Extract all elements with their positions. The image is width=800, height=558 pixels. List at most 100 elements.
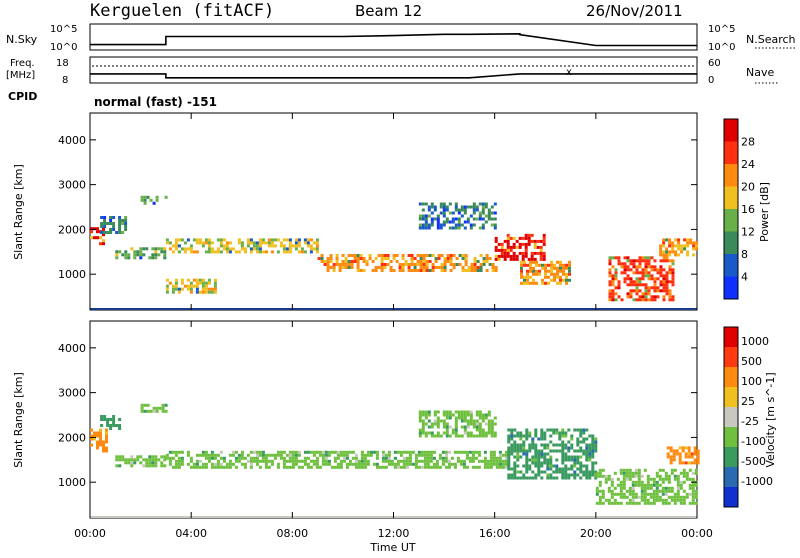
echo-cell bbox=[234, 456, 238, 460]
echo-cell bbox=[631, 495, 635, 499]
echo-cell bbox=[622, 474, 626, 478]
echo-cell bbox=[435, 462, 439, 466]
echo-cell bbox=[573, 476, 577, 480]
echo-cell bbox=[481, 211, 485, 215]
echo-cell bbox=[679, 498, 683, 502]
echo-cell bbox=[516, 452, 520, 456]
echo-cell bbox=[696, 461, 700, 465]
echo-cell bbox=[484, 205, 488, 209]
echo-cell bbox=[585, 446, 589, 450]
echo-cell bbox=[282, 450, 286, 454]
echo-cell bbox=[115, 455, 119, 459]
echo-cell bbox=[585, 470, 589, 474]
freq-frame bbox=[89, 56, 698, 84]
echo-cell bbox=[573, 464, 577, 468]
echo-cell bbox=[669, 455, 673, 459]
echo-cell bbox=[99, 242, 102, 246]
echo-cell bbox=[390, 462, 394, 466]
echo-cell bbox=[433, 434, 437, 438]
echo-cell bbox=[443, 269, 447, 272]
echo-cell bbox=[410, 254, 414, 257]
echo-cell bbox=[631, 480, 635, 484]
echo-cell bbox=[638, 298, 642, 302]
echo-cell bbox=[466, 419, 470, 423]
echo-cell bbox=[553, 272, 556, 276]
echo-cell bbox=[671, 280, 675, 284]
echo-cell bbox=[608, 289, 612, 293]
echo-cell bbox=[647, 292, 651, 296]
echo-cell bbox=[652, 489, 656, 493]
echo-cell bbox=[526, 269, 529, 273]
echo-cell bbox=[662, 283, 666, 287]
echo-cell bbox=[655, 495, 659, 499]
echo-cell bbox=[100, 415, 104, 418]
echo-cell bbox=[655, 489, 659, 493]
echo-cell bbox=[647, 265, 651, 269]
echo-cell bbox=[552, 476, 556, 480]
echo-cell bbox=[662, 259, 666, 263]
echo-cell bbox=[112, 415, 116, 418]
echo-cell bbox=[659, 265, 663, 269]
echo-cell bbox=[679, 486, 683, 490]
echo-cell bbox=[643, 498, 647, 502]
echo-cell bbox=[384, 456, 388, 460]
echo-cell bbox=[527, 242, 531, 246]
echo-cell bbox=[619, 492, 623, 496]
echo-cell bbox=[219, 244, 223, 248]
echo-cell bbox=[668, 271, 672, 275]
echo-cell bbox=[454, 217, 458, 221]
echo-cell bbox=[561, 458, 565, 462]
freq-label-1: Freq. bbox=[10, 58, 35, 69]
echo-cell bbox=[442, 205, 446, 209]
echo-cell bbox=[588, 446, 592, 450]
echo-cell bbox=[151, 461, 155, 465]
echo-cell bbox=[143, 198, 147, 202]
echo-cell bbox=[643, 492, 647, 496]
echo-cell bbox=[430, 220, 434, 224]
echo-cell bbox=[427, 226, 431, 230]
echo-cell bbox=[457, 220, 461, 224]
echo-cell bbox=[469, 422, 473, 426]
echo-cell bbox=[622, 495, 626, 499]
echo-cell bbox=[638, 262, 642, 266]
echo-cell bbox=[350, 254, 354, 257]
echo-cell bbox=[632, 283, 636, 287]
echo-cell bbox=[118, 455, 122, 459]
echo-cell bbox=[531, 455, 535, 459]
echo-cell bbox=[579, 476, 583, 480]
echo-cell bbox=[402, 459, 406, 463]
echo-cell bbox=[421, 413, 425, 417]
echo-cell bbox=[207, 278, 211, 282]
echo-cell bbox=[634, 474, 638, 478]
echo-cell bbox=[414, 465, 418, 469]
echo-cell bbox=[510, 467, 514, 471]
echo-cell bbox=[315, 450, 319, 454]
echo-cell bbox=[460, 419, 464, 423]
echo-cell bbox=[524, 233, 528, 237]
echo-cell bbox=[564, 470, 568, 474]
echo-cell bbox=[365, 263, 369, 266]
echo-cell bbox=[90, 428, 93, 432]
echo-cell bbox=[591, 473, 595, 477]
echo-cell bbox=[512, 245, 516, 249]
echo-cell bbox=[644, 283, 648, 287]
echo-cell bbox=[681, 446, 685, 450]
echo-cell bbox=[168, 241, 172, 245]
echo-cell bbox=[682, 501, 686, 505]
echo-cell bbox=[420, 450, 424, 454]
echo-cell bbox=[240, 453, 244, 457]
echo-cell bbox=[430, 211, 434, 215]
echo-cell bbox=[532, 281, 535, 285]
echo-cell bbox=[115, 256, 119, 260]
echo-cell bbox=[694, 489, 698, 493]
echo-cell bbox=[647, 262, 651, 266]
echo-cell bbox=[686, 241, 690, 245]
colorbar-tick-label: 20 bbox=[741, 181, 755, 194]
echo-cell bbox=[507, 428, 511, 432]
echo-cell bbox=[99, 434, 102, 438]
echo-cell bbox=[438, 453, 442, 457]
echo-cell bbox=[681, 449, 685, 453]
echo-cell bbox=[489, 459, 493, 463]
echo-cell bbox=[647, 286, 651, 290]
